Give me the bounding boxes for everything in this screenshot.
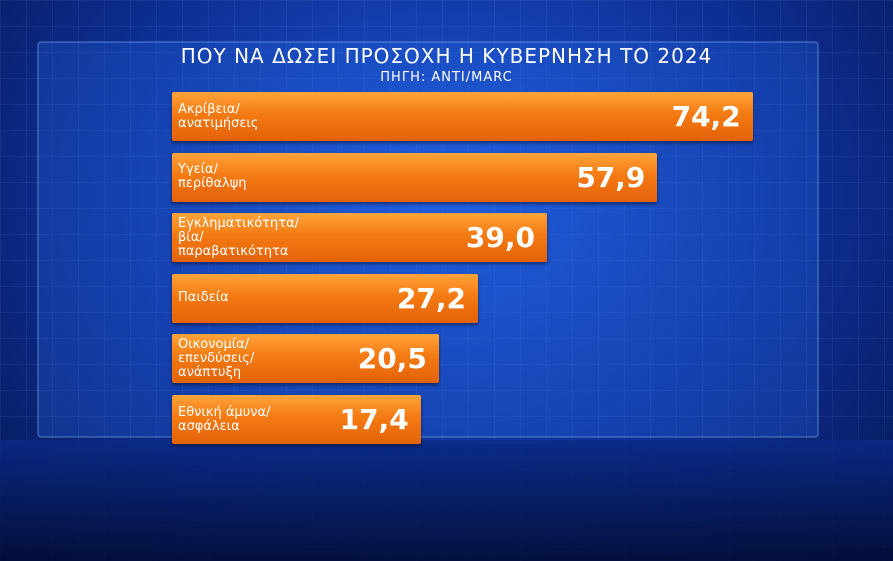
category-label: Εγκληματικότητα/ βία/ παραβατικότητα [178,215,300,259]
bar [172,334,439,384]
bar [172,273,478,323]
value-label: 20,5 [357,342,427,376]
chart-subtitle: ΠΗΓΗ: ANTI/MARC [380,70,513,85]
chart-title: ΠΟΥ ΝΑ ΔΩΣΕΙ ΠΡΟΣΟΧΗ Η ΚΥΒΕΡΝΗΣΗ ΤΟ 2024 [180,44,713,68]
value-label: 27,2 [396,281,466,315]
bar [172,152,658,202]
value-label: 74,2 [671,100,741,133]
value-label: 17,4 [339,403,409,436]
category-label: Ακρίβεια/ ανατιμήσεις [178,101,259,131]
value-label: 39,0 [465,221,535,255]
bar [172,395,421,444]
category-label: Υγεία/ περίθαλψη [178,162,247,192]
category-label: Παιδεία [178,290,229,306]
bar [172,92,753,141]
category-label: Εθνική άμυνα/ ασφάλεια [178,404,271,434]
value-label: 57,9 [576,160,646,194]
category-label: Οικονομία/ επενδύσεις/ ανάπτυξη [178,336,255,380]
bar [172,213,547,263]
